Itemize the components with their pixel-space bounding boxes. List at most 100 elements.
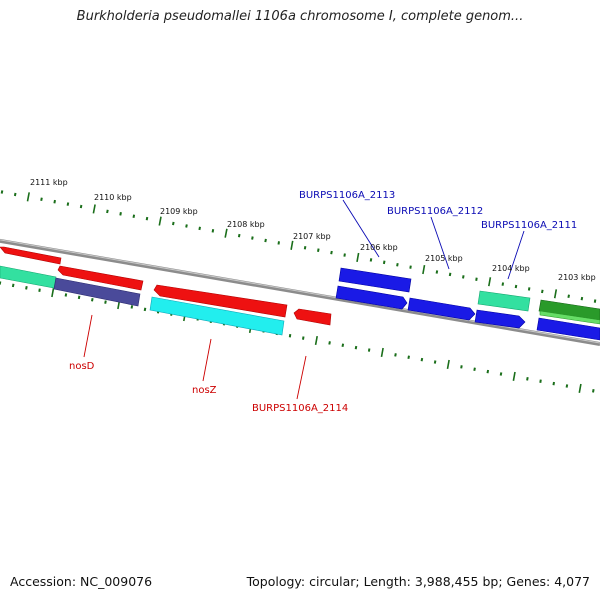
scale-minor-tick [341, 343, 345, 347]
gene-arrow-burps1106a-2111[interactable] [474, 309, 526, 329]
gene-arrow-burps1106a-2114[interactable] [293, 308, 332, 326]
scale-major-tick [158, 216, 162, 226]
label-leader-nosz [202, 338, 212, 382]
scale-major-tick [553, 289, 558, 299]
scale-minor-tick [475, 277, 478, 281]
gene-label-burps1106a-2113[interactable]: BURPS1106A_2113 [299, 190, 395, 201]
scale-label: 2106 kbp [360, 243, 398, 252]
outer-tick-track [0, 190, 597, 303]
scale-minor-tick [328, 341, 331, 345]
scale-major-tick [224, 228, 228, 238]
scale-label: 2108 kbp [227, 220, 265, 229]
scale-major-tick [512, 371, 516, 381]
scale-minor-tick [66, 202, 70, 206]
gene-label-burps1106a-2111[interactable]: BURPS1106A_2111 [481, 220, 577, 231]
scale-label: 2104 kbp [492, 264, 530, 273]
scale-minor-tick [13, 192, 17, 197]
gene-bar-teal[interactable] [0, 265, 57, 289]
scale-minor-tick [38, 288, 41, 292]
scale-minor-tick [592, 389, 595, 393]
gene-arrow-reverse[interactable] [57, 265, 144, 291]
scale-minor-tick [501, 282, 505, 286]
scale-minor-tick [130, 305, 134, 309]
scale-minor-tick [317, 248, 320, 252]
scale-minor-tick [25, 286, 28, 290]
scale-major-tick [26, 192, 30, 202]
scale-major-tick [314, 335, 318, 346]
scale-minor-tick [354, 345, 358, 350]
scale-minor-tick [473, 367, 476, 371]
scale-minor-tick [407, 355, 410, 359]
scale-minor-tick [448, 272, 452, 277]
scale-minor-tick [369, 258, 373, 262]
scale-minor-tick [526, 377, 529, 381]
scale-minor-tick [77, 295, 81, 300]
scale-minor-tick [567, 294, 570, 298]
map-title: Burkholderia pseudomallei 1106a chromoso… [76, 9, 524, 24]
label-leader-burps1106a-2111 [507, 230, 525, 280]
scale-minor-tick [91, 298, 94, 302]
scale-label: 2103 kbp [558, 273, 596, 282]
scale-minor-tick [514, 284, 518, 289]
scale-minor-tick [302, 336, 305, 340]
scale-minor-tick [527, 287, 531, 291]
gene-label-nosd[interactable]: nosD [69, 361, 95, 372]
scale-minor-tick [251, 236, 254, 240]
gene-arrow-burps1106a-2112[interactable] [407, 297, 476, 321]
gene-label-burps1106a-2114[interactable]: BURPS1106A_2114 [252, 403, 348, 414]
scale-minor-tick [435, 270, 439, 274]
scale-minor-tick [132, 214, 136, 218]
label-leader-nosd [83, 314, 93, 358]
scale-minor-tick [539, 379, 542, 383]
scale-minor-tick [64, 293, 68, 297]
scale-minor-tick [277, 241, 280, 245]
gene-bar-green[interactable] [538, 299, 600, 321]
gene-bar-cyan[interactable] [149, 296, 285, 336]
scale-major-tick [488, 277, 492, 287]
scale-minor-tick [552, 381, 555, 386]
scale-minor-tick [565, 384, 569, 388]
scale-minor-tick [593, 299, 597, 303]
scale-minor-tick [462, 275, 465, 279]
gene-bar-teal-2[interactable] [477, 290, 531, 312]
scale-major-tick [51, 288, 55, 298]
scale-minor-tick [143, 307, 147, 312]
scale-minor-tick [185, 224, 188, 228]
scale-minor-tick [40, 197, 43, 201]
gene-bar-nosd[interactable] [53, 277, 141, 307]
accession-text: Accession: NC_009076 [10, 574, 153, 589]
scale-minor-tick [211, 229, 215, 233]
scale-label: 2110 kbp [94, 193, 132, 202]
gene-bar-burps1106a-2113[interactable] [338, 267, 412, 293]
topology-summary: Topology: circular; Length: 3,988,455 bp… [246, 574, 590, 589]
gene-bar-green-light[interactable] [539, 310, 600, 325]
label-leader-burps1106a-2112 [430, 216, 450, 270]
scale-minor-tick [237, 233, 241, 238]
gene-arrow-reverse[interactable] [0, 246, 62, 265]
gene-arrow-nosz[interactable] [153, 284, 288, 318]
scale-major-tick [290, 240, 294, 250]
label-leader-burps1106a-2114 [296, 355, 307, 400]
scale-minor-tick [396, 263, 399, 267]
scale-minor-tick [264, 238, 267, 243]
scale-label: 2109 kbp [160, 207, 198, 216]
scale-minor-tick [0, 190, 4, 194]
scale-minor-tick [106, 209, 109, 214]
scale-minor-tick [394, 353, 397, 357]
scale-minor-tick [145, 216, 149, 221]
scale-minor-tick [303, 246, 307, 250]
label-leader-burps1106a-2113 [342, 199, 380, 258]
scale-minor-tick [79, 204, 83, 209]
gene-label-burps1106a-2112[interactable]: BURPS1106A_2112 [387, 206, 483, 217]
scale-minor-tick [420, 357, 424, 362]
gene-label-nosz[interactable]: nosZ [192, 385, 217, 396]
gene-arrow-forward[interactable] [335, 285, 408, 310]
scale-minor-tick [382, 260, 386, 265]
scale-minor-tick [104, 300, 107, 304]
scale-labels: 2111 kbp 2110 kbp 2109 kbp 2108 kbp 2107 kbp… [30, 178, 596, 282]
scale-major-tick [578, 383, 582, 393]
scale-minor-tick [343, 253, 346, 257]
gene-bar-blue-edge[interactable] [536, 317, 600, 341]
scale-minor-tick [580, 296, 584, 301]
